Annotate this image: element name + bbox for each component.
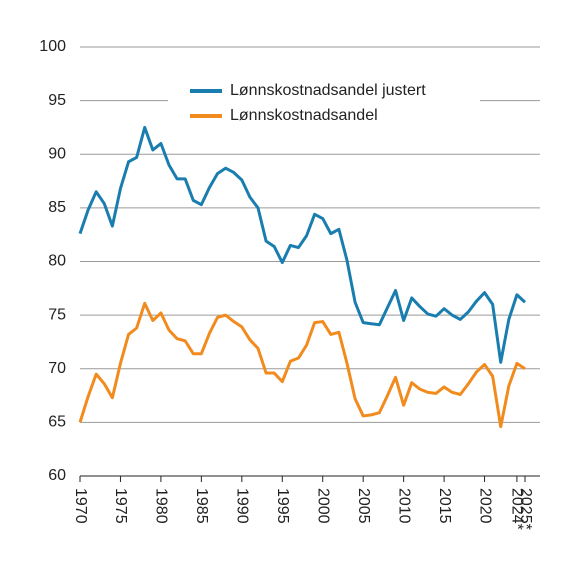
x-tick-label: 2024* (509, 488, 526, 530)
x-tick-label: 1975 (112, 488, 129, 524)
legend-box (168, 74, 480, 130)
y-tick-label: 90 (48, 145, 66, 162)
x-tick-label: 2010 (395, 488, 412, 524)
x-tick-label: 1970 (72, 488, 89, 524)
x-tick-label: 2005 (355, 488, 372, 524)
x-tick-label: 2020 (476, 488, 493, 524)
y-tick-label: 100 (39, 38, 66, 55)
legend-label: Lønnskostnadsandel (230, 107, 378, 124)
line-series (78, 125, 527, 364)
x-tick-label: 1995 (274, 488, 291, 524)
y-tick-label: 60 (48, 467, 66, 484)
legend-label: Lønnskostnadsandel justert (230, 82, 426, 99)
y-tick-label: 80 (48, 253, 66, 270)
y-tick-label: 65 (48, 414, 66, 431)
line-series (78, 301, 526, 429)
y-tick-label: 70 (48, 360, 66, 377)
y-tick-label: 75 (48, 306, 66, 323)
x-tick-label: 1980 (153, 488, 170, 524)
x-tick-label: 1985 (193, 488, 210, 524)
y-tick-label: 95 (48, 92, 66, 109)
x-tick-label: 1990 (234, 488, 251, 524)
x-tick-label: 2015 (436, 488, 453, 524)
x-tick-label: 2025* (517, 488, 534, 530)
x-tick-label: 2000 (314, 488, 331, 524)
y-tick-label: 85 (48, 199, 66, 216)
